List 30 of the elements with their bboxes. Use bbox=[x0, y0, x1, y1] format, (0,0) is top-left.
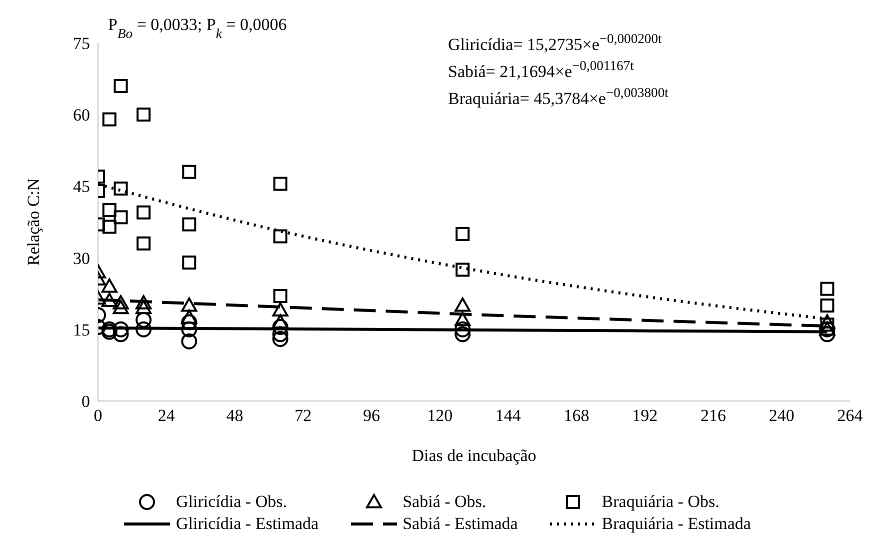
legend-label: Braquiária - Estimada bbox=[602, 514, 751, 534]
x-tick-label: 0 bbox=[94, 406, 102, 426]
annotation: Gliricídia= 15,2735×e$^{−0,000200t}$ bbox=[448, 30, 662, 54]
y-tick-label: 45 bbox=[73, 177, 90, 196]
x-tick-label: 72 bbox=[294, 406, 312, 426]
x-tick-label: 144 bbox=[495, 406, 522, 426]
legend-label: Gliricídia - Obs. bbox=[176, 492, 287, 512]
y-tick-label: 0 bbox=[82, 392, 90, 412]
x-tick-label: 264 bbox=[837, 406, 864, 426]
annotation: Braquiária= 45,3784×e$^{−0,003800t}$ bbox=[448, 84, 669, 108]
legend-label: Sabiá - Obs. bbox=[402, 492, 486, 512]
legend-label: Sabiá - Estimada bbox=[402, 514, 518, 534]
x-tick-label: 168 bbox=[564, 406, 590, 426]
x-tick-label: 192 bbox=[632, 406, 658, 426]
text: P$_{Bo}$= 0,0033; P$_{k}$= 0,0006 bbox=[108, 15, 287, 40]
annotation: Sabiá= 21,1694×e$^{−0,001167t}$ bbox=[448, 58, 634, 81]
x-tick-label: 216 bbox=[700, 406, 726, 426]
legend-label: Braquiária - Obs. bbox=[602, 492, 720, 512]
x-tick-label: 240 bbox=[768, 406, 794, 426]
y-tick-label: 75 bbox=[73, 34, 90, 54]
x-tick-label: 96 bbox=[362, 406, 380, 426]
y-axis-title: Relação C:N bbox=[24, 178, 44, 266]
y-tick-label: 30 bbox=[73, 248, 90, 268]
legend-label: Gliricídia - Estimada bbox=[176, 514, 319, 534]
y-tick-label: 15 bbox=[73, 320, 90, 340]
x-tick-label: 120 bbox=[427, 406, 453, 426]
x-tick-label: 48 bbox=[226, 406, 244, 426]
y-tick-label: 60 bbox=[73, 106, 90, 125]
x-tick-label: 24 bbox=[158, 406, 176, 426]
x-axis-title: Dias de incubação bbox=[412, 446, 536, 465]
